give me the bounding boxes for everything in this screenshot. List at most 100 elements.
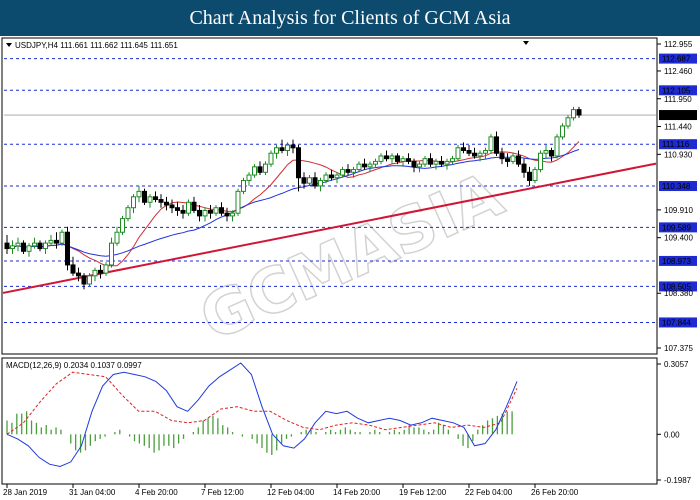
candle-body	[340, 169, 345, 176]
candle-body	[417, 163, 422, 168]
candle-body	[21, 242, 26, 252]
candle-body	[521, 163, 527, 173]
x-tick-label: 4 Feb 20:00	[135, 488, 178, 497]
candle-body	[439, 160, 444, 165]
candle-body	[367, 163, 373, 168]
candle-body	[169, 204, 175, 209]
candle-body	[477, 152, 483, 157]
candle-body	[15, 242, 21, 247]
candle-body	[208, 209, 213, 214]
candle-body	[450, 158, 455, 162]
candle-body	[213, 207, 219, 214]
candle-body	[312, 177, 318, 187]
candle-body	[191, 201, 197, 211]
candle-body	[510, 155, 516, 162]
candle-body	[37, 242, 43, 250]
level-label: 110.348	[662, 182, 691, 191]
level-label-box	[659, 181, 697, 192]
candle-body	[76, 272, 81, 277]
y-tick-label: 109.400	[664, 234, 693, 243]
candle-body	[246, 174, 252, 181]
candle-body	[351, 169, 356, 173]
candle-body	[147, 196, 153, 203]
candle-body	[26, 245, 32, 252]
candle-body	[543, 150, 549, 154]
candle-body	[422, 158, 428, 165]
y-tick-label: 110.930	[664, 150, 693, 159]
candle-body	[59, 231, 65, 244]
candle-body	[158, 199, 164, 203]
x-tick-label: 31 Jan 04:00	[69, 488, 116, 497]
ma-fast-line	[6, 141, 580, 267]
y-tick-label: 108.380	[664, 289, 693, 298]
candle-body	[230, 212, 235, 217]
candle-body	[532, 169, 538, 181]
level-label-box	[659, 281, 697, 292]
level-label-box	[659, 255, 697, 266]
candle-body	[329, 174, 334, 179]
candle-body	[202, 209, 208, 217]
x-tick-label: 26 Feb 20:00	[531, 488, 579, 497]
x-tick-label: 19 Feb 12:00	[399, 488, 447, 497]
level-label-box	[659, 222, 697, 233]
y-tick-label: 111.440	[664, 123, 692, 132]
candle-body	[400, 158, 406, 162]
candle-body	[268, 152, 274, 165]
candle-body	[125, 207, 131, 220]
candle-body	[505, 158, 510, 162]
candle-body	[538, 152, 543, 171]
candle-body	[301, 177, 307, 184]
level-label: 109.589	[662, 223, 691, 232]
price-pane	[1, 37, 658, 355]
y-tick-label: 107.375	[664, 344, 693, 353]
level-label-box	[659, 317, 697, 328]
candle-body	[175, 207, 180, 211]
level-label: 107.844	[662, 318, 691, 327]
candle-body	[241, 179, 246, 192]
x-tick-label: 7 Feb 12:00	[201, 488, 244, 497]
level-label: 108.505	[662, 282, 691, 291]
dropdown-triangle-icon[interactable]	[6, 43, 12, 47]
y-tick-label: 112.460	[664, 67, 693, 76]
candle-body	[109, 242, 114, 266]
candle-body	[560, 125, 565, 138]
chart-area: GCMASIA USDJPY,H4 111.661 111.662 111.64…	[1, 37, 697, 497]
candle-body	[142, 190, 147, 203]
candle-body	[389, 155, 395, 160]
candle-body	[461, 147, 466, 152]
candle-body	[43, 242, 48, 250]
candle-body	[444, 160, 450, 165]
candle-body	[549, 150, 554, 157]
candle-body	[554, 136, 560, 157]
macd-y-tick-label: 0.3057	[664, 360, 689, 369]
candle-body	[120, 218, 125, 233]
candle-body	[323, 174, 329, 181]
candle-body	[4, 242, 10, 250]
candle-body	[10, 245, 15, 250]
macd-y-tick-label: -0.1987	[664, 476, 692, 485]
level-label: 108.973	[662, 257, 691, 266]
candle-body	[274, 147, 279, 154]
candle-body	[571, 109, 576, 119]
candle-body	[70, 264, 76, 274]
candle-body	[411, 160, 417, 168]
macd-y-tick-label: 0.00	[664, 430, 680, 439]
candle-body	[483, 150, 488, 154]
macd-main-line	[6, 362, 518, 468]
candle-body	[81, 275, 87, 285]
level-label: 112.105	[662, 86, 691, 95]
level-label-box	[659, 139, 697, 150]
candle-body	[499, 152, 505, 160]
shift-marker-icon[interactable]	[523, 41, 529, 45]
title-banner: Chart Analysis for Clients of GCM Asia	[0, 0, 700, 36]
candle-body	[384, 155, 389, 160]
candle-body	[290, 144, 296, 149]
candle-body	[334, 174, 340, 179]
level-label: 112.687	[662, 55, 691, 64]
candle-body	[153, 196, 158, 201]
candle-body	[433, 160, 439, 165]
candle-body	[378, 155, 384, 162]
candle-body	[494, 136, 499, 154]
candle-body	[252, 166, 257, 176]
page-title: Chart Analysis for Clients of GCM Asia	[189, 6, 511, 29]
